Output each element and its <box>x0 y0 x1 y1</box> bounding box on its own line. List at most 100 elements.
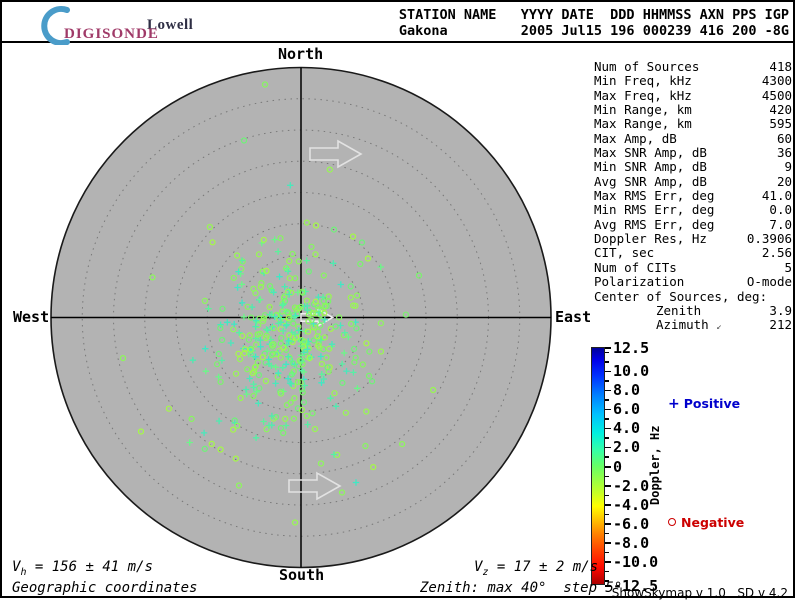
source-point-circle <box>286 275 293 282</box>
source-point-plus <box>343 367 350 375</box>
source-point-circle <box>269 350 277 357</box>
legend-positive-label: Positive <box>683 396 741 411</box>
coordinates-note: Geographic coordinates <box>12 580 198 596</box>
source-point-circle <box>332 323 339 330</box>
source-point-plus <box>279 302 286 309</box>
source-point-circle <box>270 325 277 332</box>
source-point-plus <box>354 385 361 392</box>
source-point-circle <box>201 445 208 452</box>
source-point-plus <box>235 268 242 275</box>
source-point-plus <box>263 326 270 333</box>
stat-row: Azimuth ↙ 212 <box>594 317 792 334</box>
source-point-circle <box>201 297 208 304</box>
stat-label: Min Freq, kHz <box>594 73 692 89</box>
source-point-plus <box>275 370 282 377</box>
source-point-circle <box>323 354 330 361</box>
source-point-circle <box>321 309 328 316</box>
colorbar-tick-label: 2.0 <box>613 438 641 457</box>
colorbar-tick-label: -12.5 <box>613 576 659 595</box>
source-point-plus <box>249 347 256 354</box>
stat-value: 0.3906 <box>746 231 792 247</box>
station-header: STATION NAME YYYY DATE DDD HHMMSS AXN PP… <box>399 7 789 39</box>
source-point-circle <box>290 415 297 422</box>
source-point-circle <box>318 317 325 324</box>
source-point-circle <box>347 294 354 301</box>
source-point-plus <box>317 353 325 360</box>
source-point-circle <box>241 350 248 357</box>
stat-row: Max RMS Err, deg 41.0 <box>594 188 792 204</box>
stat-row: Min SNR Amp, dB 9 <box>594 160 792 175</box>
source-point-plus <box>297 352 305 359</box>
stat-value: 41.0 <box>761 188 792 204</box>
source-point-circle <box>250 285 257 292</box>
source-point-plus <box>276 273 283 280</box>
source-point-plus <box>377 263 384 271</box>
source-point-circle <box>235 350 242 357</box>
source-point-circle <box>310 337 317 344</box>
source-point-circle <box>350 302 357 309</box>
source-point-plus <box>341 329 348 336</box>
source-point-circle <box>257 283 264 290</box>
colorbar-minor-tick <box>605 532 609 535</box>
doppler-colorbar <box>591 347 605 585</box>
colorbar-tick-label: 12.5 <box>613 338 650 357</box>
colorbar-minor-tick <box>605 380 609 382</box>
colorbar-minor-tick <box>605 351 609 354</box>
source-point-plus <box>300 368 308 376</box>
source-point-plus <box>250 381 257 388</box>
source-point-circle <box>263 426 270 433</box>
stat-row: Min Freq, kHz 4300 <box>594 73 792 89</box>
stat-row: Max Freq, kHz 4500 <box>594 88 792 103</box>
source-point-plus <box>186 439 193 446</box>
source-point-circle <box>369 378 376 385</box>
source-point-plus <box>257 343 264 350</box>
stat-value: 36 <box>776 145 792 161</box>
colorbar-tick-label: -2.0 <box>613 476 650 495</box>
source-point-plus <box>257 336 264 344</box>
source-point-circle <box>311 324 318 331</box>
source-point-circle <box>273 351 280 358</box>
source-point-plus <box>330 260 337 267</box>
header-bar: Lowell DIGISONDE STATION NAME YYYY DATE … <box>2 2 793 45</box>
source-point-circle <box>365 372 373 379</box>
source-point-circle <box>295 258 302 265</box>
source-point-circle <box>327 325 334 332</box>
source-point-plus <box>272 364 279 371</box>
source-point-circle <box>303 412 310 420</box>
source-point-circle <box>259 354 266 361</box>
source-point-circle <box>281 298 289 305</box>
source-point-plus <box>352 479 360 486</box>
colorbar-tick-label: -6.0 <box>613 514 650 533</box>
colorbar-minor-tick <box>605 437 609 439</box>
source-point-plus <box>275 320 282 327</box>
source-point-plus <box>304 346 311 353</box>
version-label: ShowSkymap v 1.0 SD v 4.2 <box>611 586 788 600</box>
source-point-circle <box>244 366 251 373</box>
colorbar-major-tick <box>605 466 611 468</box>
source-point-circle <box>370 464 377 471</box>
source-point-plus <box>282 422 290 429</box>
source-point-plus <box>238 299 246 306</box>
source-point-circle <box>256 385 263 392</box>
source-point-plus <box>341 349 348 357</box>
source-point-circle <box>277 235 284 242</box>
source-point-circle <box>217 446 224 453</box>
source-point-circle <box>245 336 252 343</box>
source-point-plus <box>303 302 311 310</box>
colorbar-minor-tick <box>605 456 609 458</box>
source-point-circle <box>301 338 308 345</box>
source-point-circle <box>232 455 239 462</box>
source-point-circle <box>312 222 320 229</box>
source-point-circle <box>234 252 241 259</box>
stat-value: 595 <box>769 116 792 132</box>
source-point-plus <box>287 182 294 189</box>
source-point-circle <box>262 359 269 366</box>
source-point-circle <box>215 350 222 357</box>
drift-arrow-south <box>288 471 342 501</box>
source-point-circle <box>281 318 288 325</box>
source-point-circle <box>232 370 240 377</box>
source-point-circle <box>297 379 304 386</box>
source-point-circle <box>277 390 284 397</box>
source-point-circle <box>338 489 346 496</box>
